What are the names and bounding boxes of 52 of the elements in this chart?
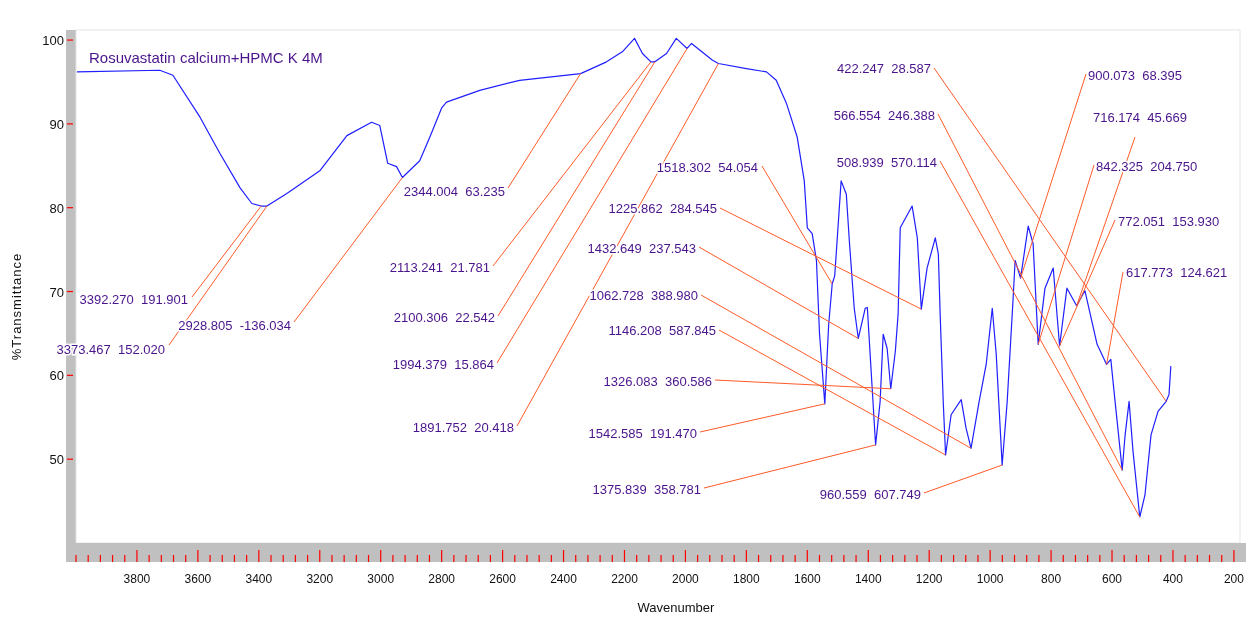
- annotation: 900.073 68.395: [1088, 68, 1182, 83]
- y-tick-label: 70: [49, 284, 64, 300]
- annotation: 1225.862 284.545: [608, 201, 717, 216]
- y-tick-label: 90: [49, 116, 64, 132]
- y-axis-title: %Transmittance: [9, 252, 24, 361]
- x-tick-label: 400: [1162, 572, 1184, 586]
- x-tick-label: 1600: [793, 572, 821, 586]
- x-tick-label: 2800: [428, 572, 456, 586]
- annotation: 1542.585 191.470: [588, 426, 697, 441]
- x-tick-label: 3800: [123, 572, 151, 586]
- annotation: 1518.302 54.054: [656, 160, 758, 175]
- annotation: 1432.649 237.543: [587, 241, 696, 256]
- y-tick-label: 80: [49, 200, 64, 216]
- annotation: 2344.004 63.235: [403, 184, 505, 199]
- x-tick-label: 1200: [915, 572, 943, 586]
- x-tick-label: 2000: [672, 572, 700, 586]
- annotation: 960.559 607.749: [819, 487, 921, 502]
- annotation: 1146.208 587.845: [608, 323, 716, 338]
- annotation: 716.174 45.669: [1093, 110, 1187, 125]
- annotation: 1891.752 20.418: [412, 420, 514, 435]
- annotation: 508.939 570.114: [836, 155, 937, 170]
- x-tick-label: 800: [1041, 572, 1062, 586]
- x-tick-label: 200: [1223, 572, 1245, 586]
- annotation: 617.773 124.621: [1126, 265, 1228, 280]
- annotation: 3392.270 191.901: [79, 292, 188, 307]
- annotation: 2100.306 22.542: [393, 310, 495, 325]
- y-tick-label: 50: [49, 452, 64, 468]
- x-tick-label: 3000: [367, 572, 395, 586]
- y-tick-label: 60: [49, 368, 64, 384]
- annotation: 566.554 246.388: [833, 108, 935, 123]
- x-tick-label: 1800: [733, 572, 761, 586]
- annotation: 2928.805 -136.034: [178, 318, 291, 333]
- x-tick-label: 3600: [184, 572, 212, 586]
- x-tick-label: 3200: [306, 572, 334, 586]
- annotation: 422.247 28.587: [837, 61, 931, 76]
- x-tick-label: 1400: [854, 572, 882, 586]
- annotation: 3373.467 152.020: [56, 342, 165, 357]
- text: Rosuvastatin calcium+HPMC K 4M: [89, 49, 323, 66]
- x-tick-label: 2400: [550, 572, 578, 586]
- y-tick-label: 100: [42, 33, 64, 49]
- annotation: 1375.839 358.781: [592, 482, 701, 497]
- x-tick-label: 2200: [611, 572, 639, 586]
- annotation: 1994.379 15.864: [392, 357, 494, 372]
- x-axis-title: Wavenumber: [637, 600, 716, 615]
- annotation: 1326.083 360.586: [603, 374, 712, 389]
- x-tick-label: 1000: [976, 572, 1004, 586]
- annotation: 772.051 153.930: [1118, 214, 1220, 229]
- annotation: 2113.241 21.781: [389, 260, 490, 275]
- x-tick-label: 600: [1102, 572, 1123, 586]
- x-tick-label: 2600: [489, 572, 517, 586]
- annotation: 1062.728 388.980: [589, 288, 698, 303]
- x-tick-label: 3400: [245, 572, 273, 586]
